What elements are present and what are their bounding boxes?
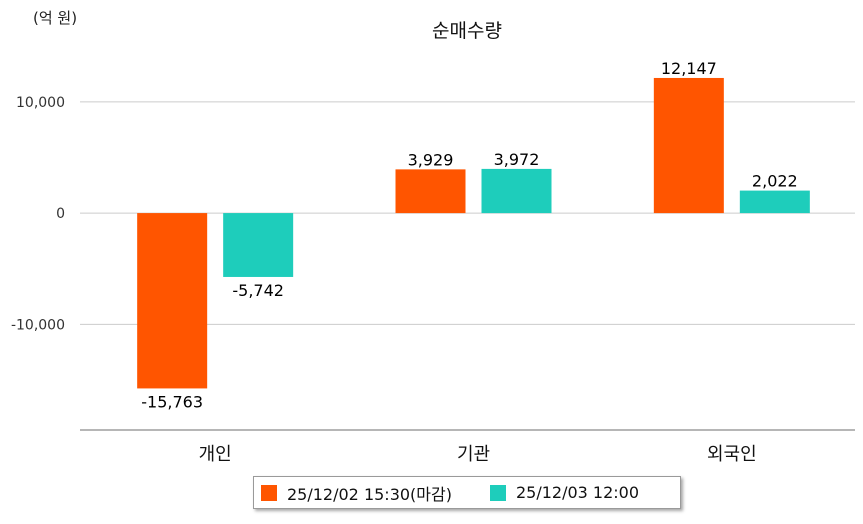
y-tick-label: 10,000 xyxy=(16,95,65,111)
bar-1-1[interactable] xyxy=(137,213,208,389)
legend-label-series-2: 25/12/03 12:00 xyxy=(515,483,640,502)
y-tick-label: 0 xyxy=(56,206,65,222)
x-tick-label: 개인 xyxy=(199,444,232,465)
y-tick-label: -10,000 xyxy=(11,317,65,333)
y-axis-ticks: 10,000 0 -10,000 xyxy=(11,95,65,333)
data-label: 3,972 xyxy=(494,150,540,169)
x-tick-label: 외국인 xyxy=(707,444,757,465)
data-labels: -15,763 -5,742 3,929 3,972 12,147 2,022 xyxy=(141,59,797,411)
data-label: 2,022 xyxy=(752,172,798,191)
bars xyxy=(137,77,810,389)
data-label: 3,929 xyxy=(408,150,454,169)
chart-title: 순매수량 xyxy=(432,20,502,42)
data-label: 12,147 xyxy=(661,59,717,78)
legend-swatch-series-2 xyxy=(489,484,506,501)
data-label: -5,742 xyxy=(232,281,284,300)
data-label: -15,763 xyxy=(141,392,203,411)
bar-2-3[interactable] xyxy=(739,190,810,214)
bar-1-2[interactable] xyxy=(395,169,466,214)
legend-label-series-1: 25/12/02 15:30(마감) xyxy=(287,484,452,504)
x-axis-ticks: 개인 기관 외국인 xyxy=(199,444,757,465)
bar-1-3[interactable] xyxy=(653,77,724,214)
x-tick-label: 기관 xyxy=(457,444,490,465)
gridlines xyxy=(80,101,855,325)
bar-2-2[interactable] xyxy=(481,168,552,214)
legend-swatch-series-1 xyxy=(261,484,277,501)
unit-label: (억 원) xyxy=(33,9,77,27)
legend: 25/12/02 15:30(마감) 25/12/03 12:00 xyxy=(253,476,681,509)
legend-item-series-1[interactable]: 25/12/02 15:30(마감) xyxy=(261,481,452,505)
bar-2-1[interactable] xyxy=(223,213,294,277)
legend-item-series-2[interactable]: 25/12/03 12:00 xyxy=(489,483,640,502)
